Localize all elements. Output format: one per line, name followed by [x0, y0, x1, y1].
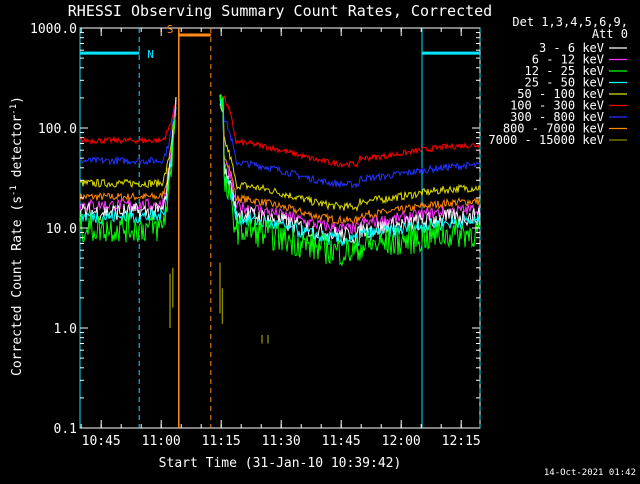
series-12-25keV	[79, 94, 481, 267]
y-tick-label: 1.0	[54, 322, 77, 337]
night-label: N	[147, 48, 154, 61]
legend-label: 300 - 800 keV	[510, 110, 604, 124]
series-800-7000keV	[79, 96, 481, 226]
series-line	[79, 101, 177, 167]
chart-title: RHESSI Observing Summary Count Rates, Co…	[68, 2, 492, 20]
series-6-12keV	[79, 99, 481, 235]
series-line	[219, 94, 481, 169]
legend-label: 25 - 50 keV	[525, 76, 604, 90]
x-tick-label: 11:45	[322, 434, 361, 449]
axes: 1000.0 100.0 10.0 1.0 0.1 10:45 11:00 11:15 11:3…	[30, 22, 481, 449]
series-line	[79, 100, 177, 145]
y-tick-label: 10.0	[46, 222, 77, 237]
legend-label: 12 - 25 keV	[525, 64, 604, 78]
series-line	[79, 113, 177, 243]
series-line	[79, 96, 177, 203]
series-100-300keV	[79, 94, 481, 169]
series-line	[219, 99, 481, 235]
series-line	[219, 97, 481, 247]
legend-attenuator: Att 0	[592, 27, 628, 41]
series-line	[79, 102, 177, 212]
legend-label: 7000 - 15000 keV	[488, 133, 604, 147]
legend-label: 800 - 7000 keV	[503, 122, 604, 136]
y-tick-label: 0.1	[54, 422, 77, 437]
observing-intervals: NS	[79, 23, 481, 428]
legend-detectors: Det 1,3,4,5,6,9,	[512, 15, 628, 29]
series-line	[79, 96, 177, 221]
series-50-100keV	[79, 98, 481, 213]
series-line	[219, 94, 481, 267]
x-tick-label: 11:30	[262, 434, 301, 449]
y-tick-label: 100.0	[38, 122, 77, 137]
series-line	[219, 102, 481, 189]
x-tick-label: 11:15	[202, 434, 241, 449]
x-tick-label: 12:15	[442, 434, 481, 449]
x-axis-label: Start Time (31-Jan-10 10:39:42)	[159, 456, 402, 471]
series-7000-15000keV	[169, 262, 269, 344]
legend-label: 50 - 100 keV	[517, 87, 604, 101]
footer-timestamp: 14-Oct-2021 01:42	[544, 468, 636, 478]
series-300-800keV	[79, 101, 481, 189]
series-layer	[79, 94, 481, 344]
legend-label: 100 - 300 keV	[510, 99, 604, 113]
saa-label: S	[167, 23, 174, 36]
legend-label: 6 - 12 keV	[532, 53, 604, 67]
series-line	[219, 98, 481, 213]
series-line	[79, 100, 177, 189]
x-tick-label: 11:00	[142, 434, 181, 449]
y-tick-label: 1000.0	[30, 22, 77, 37]
legend-label: 3 - 6 keV	[539, 41, 604, 55]
series-line	[219, 98, 481, 226]
y-axis-label: Corrected Count Rate (s-1 detector-1)	[9, 96, 25, 376]
x-tick-label: 10:45	[82, 434, 121, 449]
x-tick-label: 12:00	[382, 434, 421, 449]
